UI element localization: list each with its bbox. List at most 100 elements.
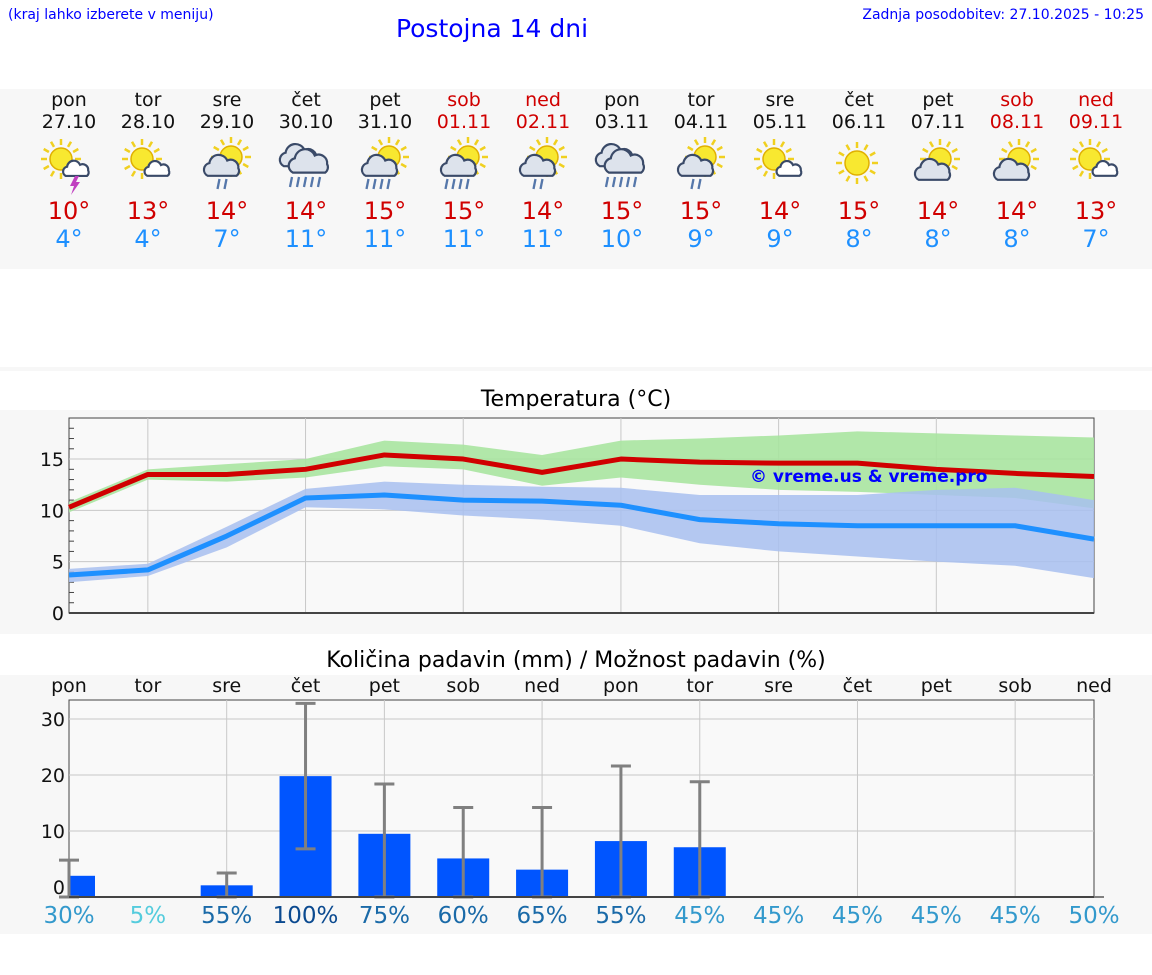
precip-day-label: tor	[134, 675, 162, 697]
precip-probability: 75%	[358, 903, 410, 929]
day-column: sre 05.11 14° 9°	[735, 89, 825, 253]
page-title: Postojna 14 dni	[395, 14, 589, 43]
sun-small-cloud-icon	[1051, 137, 1141, 197]
last-updated: Zadnja posodobitev: 27.10.2025 - 10:25	[862, 7, 1144, 23]
sun-cloud-icon	[893, 137, 983, 197]
precip-probability: 55%	[201, 903, 253, 929]
temp-min: 9°	[766, 225, 794, 253]
temp-min: 4°	[134, 225, 162, 253]
precip-probability: 100%	[272, 903, 339, 929]
precip-day-label: ned	[524, 675, 560, 697]
temp-max: 13°	[1074, 197, 1118, 225]
temp-min: 10°	[600, 225, 644, 253]
temp-max: 14°	[916, 197, 960, 225]
precip-probability: 45%	[989, 903, 1041, 929]
precip-probability: 65%	[516, 903, 568, 929]
temp-max: 15°	[600, 197, 644, 225]
day-date: 03.11	[594, 111, 650, 133]
day-date: 28.10	[120, 111, 176, 133]
heavy-rain-cloud-icon	[577, 137, 667, 197]
day-column: ned 02.11 14° 11°	[498, 89, 588, 253]
temp-min: 7°	[1082, 225, 1110, 253]
precip-plot-area	[68, 699, 1095, 898]
temp-min: 11°	[284, 225, 328, 253]
precip-probability: 60%	[437, 903, 489, 929]
temp-max: 15°	[363, 197, 407, 225]
sun-cloud-lightning-icon	[24, 137, 114, 197]
day-name: pet	[922, 89, 954, 111]
day-name: tor	[687, 89, 715, 111]
day-column: tor 04.11 15° 9°	[656, 89, 746, 253]
precip-day-label: pet	[368, 675, 400, 697]
day-date: 05.11	[752, 111, 808, 133]
day-date: 04.11	[673, 111, 729, 133]
precip-probability: 45%	[910, 903, 962, 929]
precip-probability: 55%	[595, 903, 647, 929]
precip-ytick-label: 0	[53, 877, 65, 899]
day-column: sob 01.11 15° 11°	[419, 89, 509, 253]
precip-day-label: sob	[998, 675, 1032, 697]
day-date: 06.11	[831, 111, 887, 133]
precip-day-label: tor	[686, 675, 714, 697]
day-name: sre	[765, 89, 795, 111]
temp-ytick-label: 5	[52, 552, 64, 574]
temp-max: 13°	[126, 197, 170, 225]
precip-day-label: pet	[920, 675, 952, 697]
temp-ytick-label: 10	[40, 500, 64, 522]
sun-cloud-rain-icon	[419, 137, 509, 197]
sun-cloud-light-rain-icon	[498, 137, 588, 197]
precip-day-label: sob	[446, 675, 481, 697]
day-date: 07.11	[910, 111, 966, 133]
day-name: čet	[844, 89, 874, 111]
day-column: čet 06.11 15° 8°	[814, 89, 904, 253]
precip-ytick-label: 30	[41, 709, 65, 731]
day-name: tor	[134, 89, 162, 111]
precip-chart-title: Količina padavin (mm) / Možnost padavin …	[326, 648, 826, 673]
temp-min: 4°	[55, 225, 83, 253]
day-name: sob	[1000, 89, 1034, 111]
temp-min: 11°	[442, 225, 486, 253]
temp-max: 14°	[758, 197, 802, 225]
day-name: čet	[291, 89, 321, 111]
day-name: pon	[604, 89, 640, 111]
temp-max: 14°	[205, 197, 249, 225]
day-column: tor 28.10 13° 4°	[103, 89, 193, 253]
day-name: sre	[212, 89, 242, 111]
day-column: pet 07.11 14° 8°	[893, 89, 983, 253]
forecast-band	[0, 89, 1152, 269]
sun-cloud-light-rain-icon	[182, 137, 272, 197]
temp-min-line	[68, 492, 1095, 578]
temp-min: 11°	[521, 225, 565, 253]
temp-chart-title: Temperatura (°C)	[480, 387, 672, 412]
precip-probability: 50%	[1068, 903, 1120, 929]
day-date: 02.11	[515, 111, 571, 133]
sun-cloud-light-rain-icon	[656, 137, 746, 197]
day-date: 09.11	[1068, 111, 1124, 133]
precip-probability: 45%	[674, 903, 726, 929]
temp-min: 9°	[687, 225, 715, 253]
day-column: pon 03.11 15° 10°	[577, 89, 667, 253]
day-date: 01.11	[436, 111, 492, 133]
precip-day-label: čet	[842, 675, 873, 697]
watermark: © vreme.us & vreme.pro	[750, 467, 988, 487]
location-menu-hint[interactable]: (kraj lahko izberete v meniju)	[8, 7, 214, 23]
day-name: sob	[447, 89, 481, 111]
temp-max: 14°	[521, 197, 565, 225]
temp-max: 15°	[679, 197, 723, 225]
day-column: ned 09.11 13° 7°	[1051, 89, 1141, 253]
divider	[0, 367, 1152, 371]
day-date: 27.10	[41, 111, 97, 133]
precip-probability: 45%	[753, 903, 805, 929]
temp-max: 15°	[442, 197, 486, 225]
day-date: 29.10	[199, 111, 255, 133]
temp-max: 15°	[837, 197, 881, 225]
temp-min: 8°	[1003, 225, 1031, 253]
day-name: pet	[369, 89, 401, 111]
precip-day-label: pon	[603, 675, 639, 697]
sun-small-cloud-icon	[735, 137, 825, 197]
day-column: pon 27.10 10° 4°	[24, 89, 114, 253]
sun-cloud-icon	[972, 137, 1062, 197]
temp-min: 7°	[213, 225, 241, 253]
